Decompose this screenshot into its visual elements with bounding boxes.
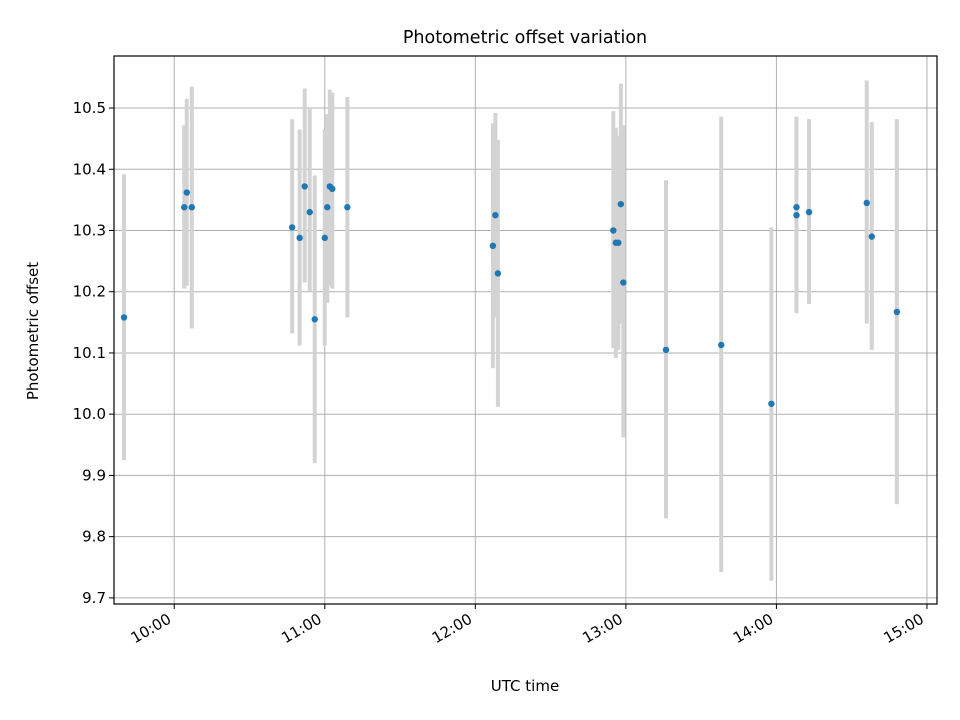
data-point (311, 316, 318, 323)
data-point (492, 211, 499, 219)
data-point (321, 234, 328, 242)
y-axis-label: Photometric offset (24, 262, 42, 400)
y-tick-label: 10.5 (73, 99, 106, 117)
data-point (324, 204, 331, 211)
x-axis-label: UTC time (491, 677, 559, 695)
y-tick-label: 10.4 (73, 160, 106, 178)
chart-title: Photometric offset variation (403, 28, 647, 48)
y-tick-label: 9.7 (82, 589, 106, 607)
data-point (793, 211, 800, 219)
data-point (805, 208, 813, 216)
data-point (768, 400, 775, 407)
data-point (620, 279, 627, 286)
data-point (494, 270, 502, 277)
data-point (718, 341, 725, 349)
y-tick-label: 10.3 (73, 222, 106, 240)
data-point (120, 314, 128, 321)
grid (114, 56, 937, 604)
data-point (183, 189, 190, 196)
data-point (615, 239, 622, 246)
y-tick-label: 10.0 (73, 405, 106, 423)
data-point (893, 308, 901, 316)
y-tick-label: 10.2 (73, 283, 106, 301)
data-point (868, 233, 875, 240)
data-point (617, 200, 625, 208)
y-tick-label: 9.9 (82, 466, 106, 484)
y-tick-label: 9.8 (82, 528, 106, 546)
y-axis-ticks: 9.7 9.8 9.9 10.0 10.1 10.2 10.3 10.4 10.5 (73, 99, 114, 607)
data-point (610, 227, 617, 234)
data-point (288, 224, 296, 231)
data-point (188, 204, 195, 211)
plot-area-frame (113, 55, 938, 605)
data-point (306, 208, 313, 216)
data-point (863, 199, 870, 207)
data-point (662, 346, 670, 354)
data-point (329, 185, 336, 193)
data-point (793, 204, 800, 211)
data-points (120, 183, 901, 407)
data-point (301, 183, 308, 190)
data-point (181, 204, 188, 211)
y-tick-label: 10.1 (73, 344, 106, 362)
data-point (344, 204, 351, 211)
data-point (489, 242, 497, 250)
data-point (296, 234, 303, 242)
